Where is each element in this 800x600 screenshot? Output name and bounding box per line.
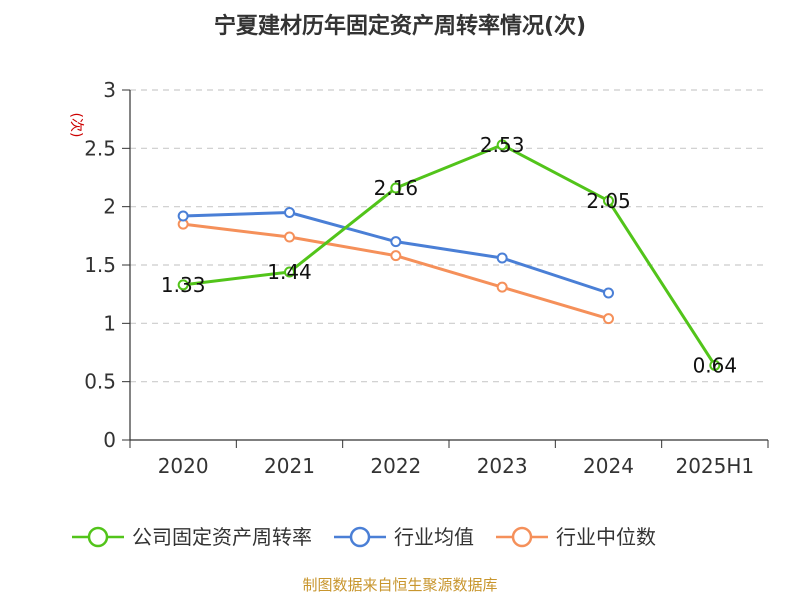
legend-label: 行业中位数 — [556, 525, 656, 549]
y-tick-label: 2 — [103, 195, 116, 219]
data-labels: 1.33 1.44 2.16 2.53 2.05 0.64 — [161, 133, 737, 378]
x-tick-label: 2022 — [370, 454, 421, 478]
data-point — [284, 231, 295, 243]
data-point — [284, 207, 295, 218]
y-tick-label: 1 — [103, 311, 116, 335]
y-tick-label: 2.5 — [84, 136, 116, 160]
legend-label: 行业均值 — [394, 525, 474, 549]
legend-item[interactable]: 行业中位数 — [496, 525, 656, 549]
data-point — [603, 313, 614, 325]
data-label: 2.53 — [480, 133, 525, 157]
y-tick-label: 0 — [103, 428, 116, 452]
legend-swatch-marker — [511, 526, 533, 548]
data-point — [496, 139, 508, 151]
y-tick-label: 0.5 — [84, 370, 116, 394]
data-label: 1.33 — [161, 273, 206, 297]
x-tick-label: 2023 — [477, 454, 528, 478]
data-point — [284, 266, 295, 278]
data-point — [390, 250, 402, 262]
source-note: 制图数据来自恒生聚源数据库 — [302, 576, 497, 594]
data-point — [177, 279, 189, 291]
chart-title: 宁夏建材历年固定资产周转率情况(次) — [214, 13, 586, 39]
x-tick-label: 2024 — [583, 454, 634, 478]
x-tick-label: 2025H1 — [675, 454, 754, 478]
legend: 公司固定资产周转率 行业均值 行业中位数 — [72, 525, 656, 549]
y-tick-label: 1.5 — [84, 253, 116, 277]
data-point — [603, 195, 614, 207]
y-tick-label: 3 — [103, 78, 116, 102]
data-point — [177, 210, 189, 222]
data-label: 2.16 — [374, 176, 419, 200]
data-label: 1.44 — [267, 260, 312, 284]
x-tick-label: 2021 — [264, 454, 315, 478]
legend-swatch-marker — [87, 526, 109, 548]
legend-swatch-marker — [349, 526, 371, 548]
data-point — [390, 236, 402, 248]
data-point — [603, 287, 614, 299]
series-line — [181, 143, 717, 367]
data-point — [390, 182, 402, 194]
legend-item[interactable]: 行业均值 — [334, 525, 474, 549]
legend-item[interactable]: 公司固定资产周转率 — [72, 525, 312, 549]
y-axis-label: (次) — [68, 113, 84, 138]
x-tick-label: 2020 — [158, 454, 209, 478]
data-point — [496, 252, 508, 264]
data-label: 2.05 — [586, 189, 631, 213]
data-label: 0.64 — [693, 353, 738, 377]
data-point — [496, 281, 508, 293]
legend-label: 公司固定资产周转率 — [132, 525, 312, 549]
series-lines — [177, 139, 721, 371]
data-point — [709, 359, 721, 371]
gridlines — [130, 89, 768, 383]
